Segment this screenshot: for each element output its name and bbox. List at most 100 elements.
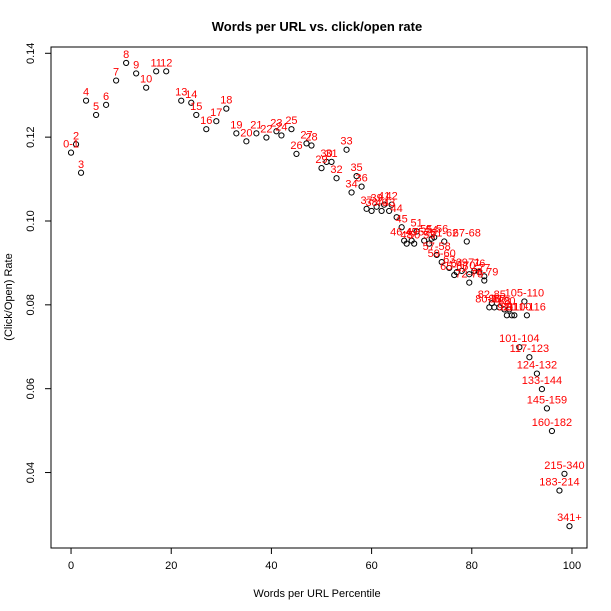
data-point-label: 25 [285,115,297,127]
data-point [308,142,315,149]
data-point-label: 14 [185,89,197,101]
data-point [77,169,85,176]
data-point [511,312,518,319]
data-point [393,214,400,221]
data-point-label: 78-79 [470,267,498,279]
data-point [503,312,510,319]
data-point-label: 8 [123,49,129,61]
data-point-label: 39 [370,193,382,205]
y-tick-label: 0.14 [25,43,37,64]
data-point-label: 20 [240,127,252,139]
data-point [381,201,388,208]
data-point-label: 117-123 [510,343,550,355]
data-point-label: 22 [260,124,272,136]
data-point-label: 111-116 [508,301,546,313]
data-point [72,141,80,148]
data-point-label: 48 [401,230,413,242]
data-point [466,279,473,286]
data-point [293,150,300,158]
x-tick-label: 20 [165,560,177,572]
data-point [273,128,280,135]
data-point [476,269,483,276]
data-point [533,370,541,377]
y-tick-label: 0.06 [25,378,37,399]
data-point-label: 53 [423,230,435,242]
data-point-label: 59-60 [428,248,456,260]
data-point-label: 77 [478,262,490,274]
data-point [328,158,335,165]
data-point [491,304,498,311]
data-point [388,201,395,208]
data-point [103,101,110,108]
data-point-label: 11 [150,57,161,69]
data-point [403,240,410,247]
data-points [67,59,573,530]
data-point [566,523,573,530]
data-point [481,277,488,284]
x-axis-label: Words per URL Percentile [253,588,380,600]
data-point [463,238,470,245]
data-point [426,240,433,247]
data-point-label: 92-100 [497,301,531,313]
y-tick-label: 0.10 [25,210,37,231]
data-point-label: 86 [488,293,500,305]
data-point-labels: 0-12345678910111213141516171819202122232… [63,49,585,524]
data-point-label: 26 [290,140,302,152]
data-point-label: 33 [340,136,352,148]
data-point-label: 6 [103,91,109,103]
data-point [178,97,185,104]
data-point-label: 80-81 [475,293,503,305]
data-point [538,386,546,393]
data-point [163,68,170,75]
data-point [378,207,385,215]
data-point [446,264,453,272]
data-point [82,97,90,104]
data-point-label: 70 [463,260,475,272]
data-point [153,68,160,75]
data-point-label: 4 [83,87,89,99]
data-point [441,238,448,245]
data-point [203,126,210,133]
y-axis-label: (Click/Open) Rate [3,253,15,340]
data-point-label: 40 [375,197,387,209]
data-point [506,306,513,313]
data-point-label: 88 [498,295,510,307]
data-point-label: 90 [503,295,515,307]
data-point [523,312,530,319]
data-point-label: 18 [220,95,232,107]
data-point-label: 27 [300,129,312,141]
y-tick-label: 0.12 [25,126,37,147]
data-point-label: 91 [506,301,518,313]
x-tick-label: 100 [563,560,581,572]
data-point-label: 24 [275,121,287,133]
data-point [303,140,310,147]
data-point-label: 16 [200,115,212,127]
data-point-label: 71 [468,257,480,269]
data-point-label: 3 [78,159,84,171]
data-point [92,111,100,119]
data-point [348,189,355,196]
plot-frame [50,46,588,549]
data-point [386,207,393,215]
data-point-label: 72-75 [455,269,483,281]
data-point-label: 76 [473,258,485,270]
data-point-label: 215-340 [544,460,584,472]
data-point [123,59,130,67]
data-point-label: 45 [396,213,408,225]
data-point-label: 51 [411,217,423,229]
data-point-label: 65-66 [440,261,468,273]
data-point-label: 21 [250,119,262,131]
data-point [398,224,405,231]
data-point-label: 17 [210,107,222,119]
data-point [438,258,445,266]
data-point [368,207,375,215]
data-point-label: 15 [190,101,202,113]
data-point-label: 57-58 [423,241,451,253]
chart-title: Words per URL vs. click/open rate [212,19,422,34]
data-point [496,304,503,311]
data-point [556,487,563,494]
data-point [113,77,120,84]
data-point-label: 49 [406,227,418,239]
data-point [233,130,240,137]
data-point [516,344,523,351]
